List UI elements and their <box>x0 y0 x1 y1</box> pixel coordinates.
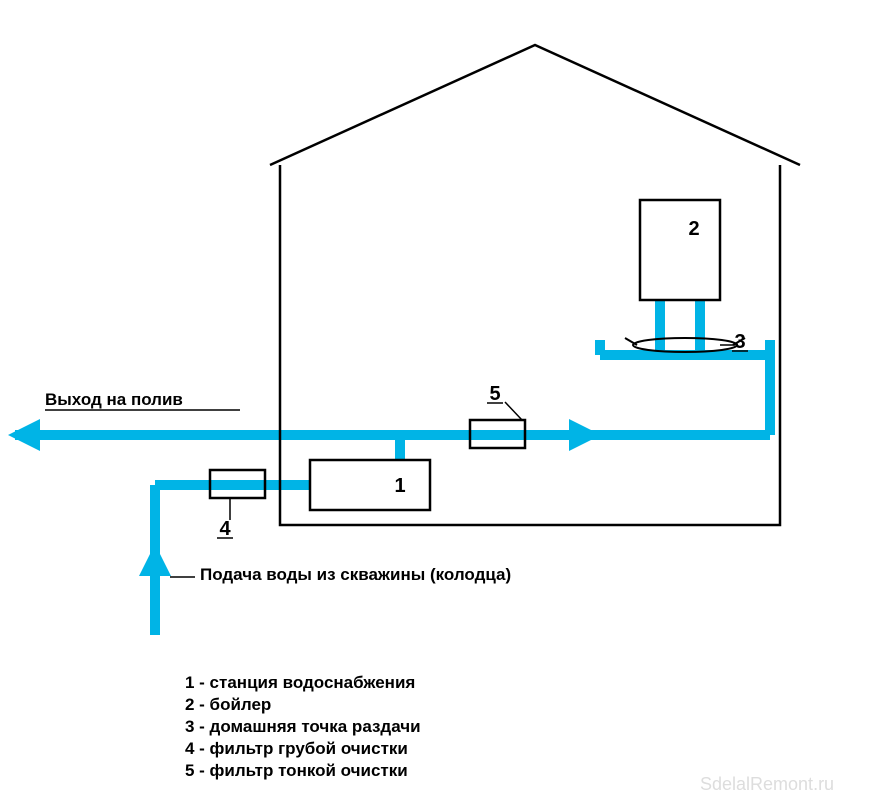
legend-item: 5 - фильтр тонкой очистки <box>185 761 408 780</box>
legend-item: 4 - фильтр грубой очистки <box>185 739 408 758</box>
svg-text:Подача воды из скважины (колод: Подача воды из скважины (колодца) <box>200 565 511 584</box>
callout-4-num: 4 <box>219 518 231 540</box>
svg-text:Выход на полив: Выход на полив <box>45 390 183 409</box>
supply-label: Подача воды из скважины (колодца) <box>170 565 511 584</box>
callout-3-num: 3 <box>734 331 745 353</box>
station-box-key: 1 <box>394 475 405 497</box>
boiler-box-key: 2 <box>688 218 699 240</box>
callout-5-num: 5 <box>489 383 500 405</box>
legend-item: 2 - бойлер <box>185 695 271 714</box>
legend: 1 - станция водоснабжения 2 - бойлер 3 - д… <box>185 673 421 780</box>
legend-item: 1 - станция водоснабжения <box>185 673 415 692</box>
callout-4: 4 <box>217 498 233 540</box>
callout-5: 5 <box>487 383 522 420</box>
boiler-box: 2 <box>640 200 720 300</box>
station-box: 1 <box>310 460 430 510</box>
watermark: SdelalRemont.ru <box>700 774 834 794</box>
irrigation-label: Выход на полив <box>45 390 240 410</box>
legend-item: 3 - домашняя точка раздачи <box>185 717 421 736</box>
